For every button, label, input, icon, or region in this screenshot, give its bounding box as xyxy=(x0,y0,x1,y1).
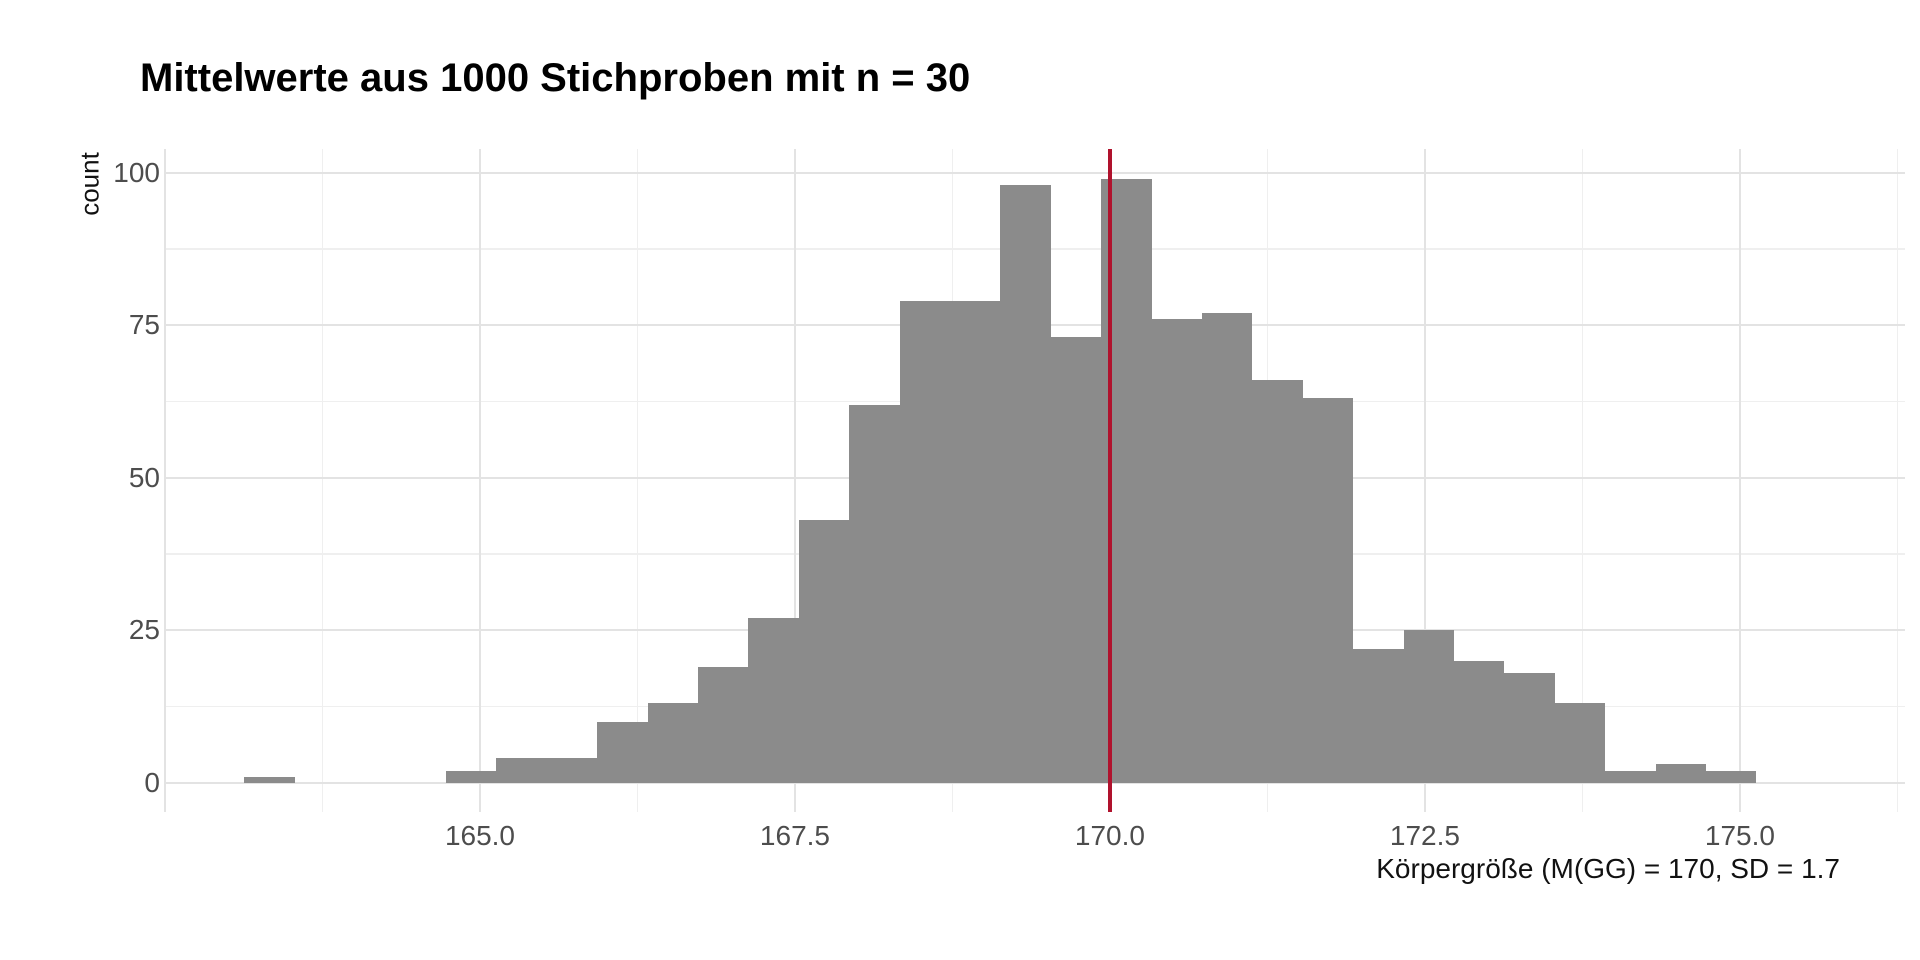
histogram-bar xyxy=(1152,319,1202,783)
histogram-bar xyxy=(1706,770,1756,783)
histogram-bar xyxy=(446,770,496,783)
y-tick-label: 75 xyxy=(128,309,160,341)
grid-line-horizontal-major xyxy=(165,781,1905,784)
histogram-bar xyxy=(799,520,849,783)
grid-line-horizontal-major xyxy=(165,171,1905,174)
histogram-bar xyxy=(1202,313,1252,783)
x-tick-label: 170.0 xyxy=(1074,820,1145,851)
histogram-bar xyxy=(1252,380,1303,783)
histogram-bar xyxy=(597,721,648,783)
grid-line-vertical-major xyxy=(164,149,166,812)
histogram-bar xyxy=(698,666,748,783)
histogram-bar xyxy=(244,776,295,783)
y-tick-label: 50 xyxy=(128,461,160,493)
histogram-bar xyxy=(748,618,799,783)
histogram-bar xyxy=(900,300,950,783)
histogram-bar xyxy=(1404,630,1454,783)
grid-line-vertical-major xyxy=(1738,149,1741,812)
histogram-bar xyxy=(849,404,900,783)
plot-panel xyxy=(164,149,1905,812)
x-tick-label: 165.0 xyxy=(444,820,516,851)
grid-line-vertical-minor xyxy=(321,149,324,812)
histogram-bar xyxy=(496,758,547,783)
histogram-bar xyxy=(1454,660,1504,783)
x-tick-label: 167.5 xyxy=(759,820,830,851)
histogram-bar xyxy=(1353,648,1404,783)
x-tick-label: 172.5 xyxy=(1389,820,1460,851)
grid-line-vertical-major xyxy=(793,149,796,812)
y-tick-label: 0 xyxy=(144,766,160,798)
grid-line-vertical-minor xyxy=(636,149,639,812)
histogram-bar xyxy=(1504,672,1555,783)
histogram-bar xyxy=(1656,764,1706,783)
population-mean-line xyxy=(1107,149,1112,812)
histogram-bar xyxy=(1303,398,1353,783)
x-tick-label: 175.0 xyxy=(1704,820,1775,851)
histogram-bar xyxy=(547,758,597,783)
histogram-bar xyxy=(950,300,1000,783)
chart-title: Mittelwerte aus 1000 Stichproben mit n =… xyxy=(140,56,971,100)
histogram-bar xyxy=(1555,703,1605,783)
grid-line-vertical-major xyxy=(1423,149,1426,812)
grid-line-vertical-minor xyxy=(1581,149,1584,812)
y-tick-label: 100 xyxy=(113,156,160,188)
x-axis-title: Körpergröße (M(GG) = 170, SD = 1.7 xyxy=(1376,853,1840,884)
grid-line-vertical-major xyxy=(478,149,481,812)
grid-line-vertical-minor xyxy=(1896,149,1899,812)
histogram-bar xyxy=(1000,184,1051,783)
histogram-bar xyxy=(1051,337,1101,783)
histogram-bar xyxy=(1605,770,1656,783)
histogram-bar xyxy=(648,703,698,783)
y-tick-label: 25 xyxy=(128,614,160,646)
